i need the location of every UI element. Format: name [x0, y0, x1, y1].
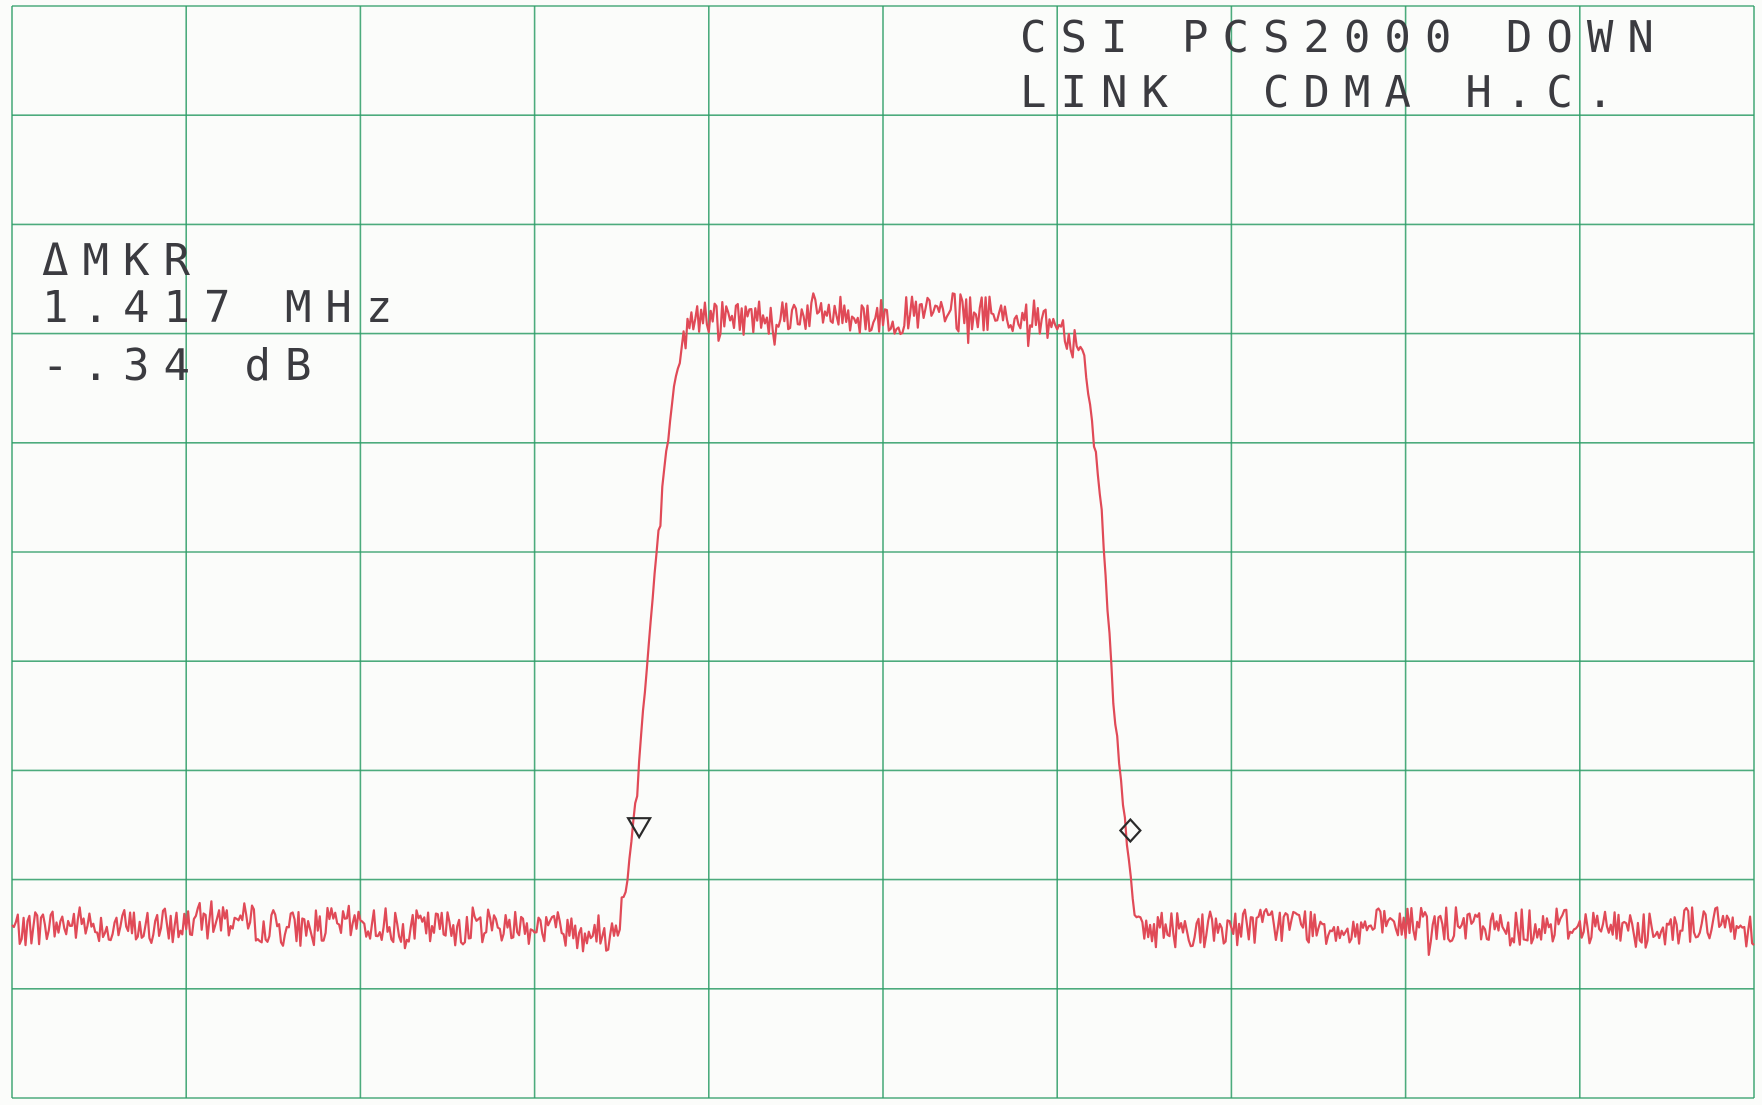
- title-line-1: CSI PCS2000 DOWN: [1020, 12, 1668, 63]
- title-line-2: LINK CDMA H.C.: [1020, 67, 1627, 118]
- marker-layer: [626, 817, 1142, 844]
- graticule: [11, 5, 1755, 1099]
- delta-marker-level: -.34 dB: [42, 340, 325, 391]
- marker-triangle: [626, 817, 653, 840]
- delta-marker-label: ΔMKR: [42, 235, 204, 286]
- marker-diamond: [1118, 817, 1142, 844]
- trace-line: [11, 292, 1755, 956]
- delta-marker-frequency: 1.417 MHz: [42, 282, 406, 333]
- trace-layer: [11, 292, 1755, 956]
